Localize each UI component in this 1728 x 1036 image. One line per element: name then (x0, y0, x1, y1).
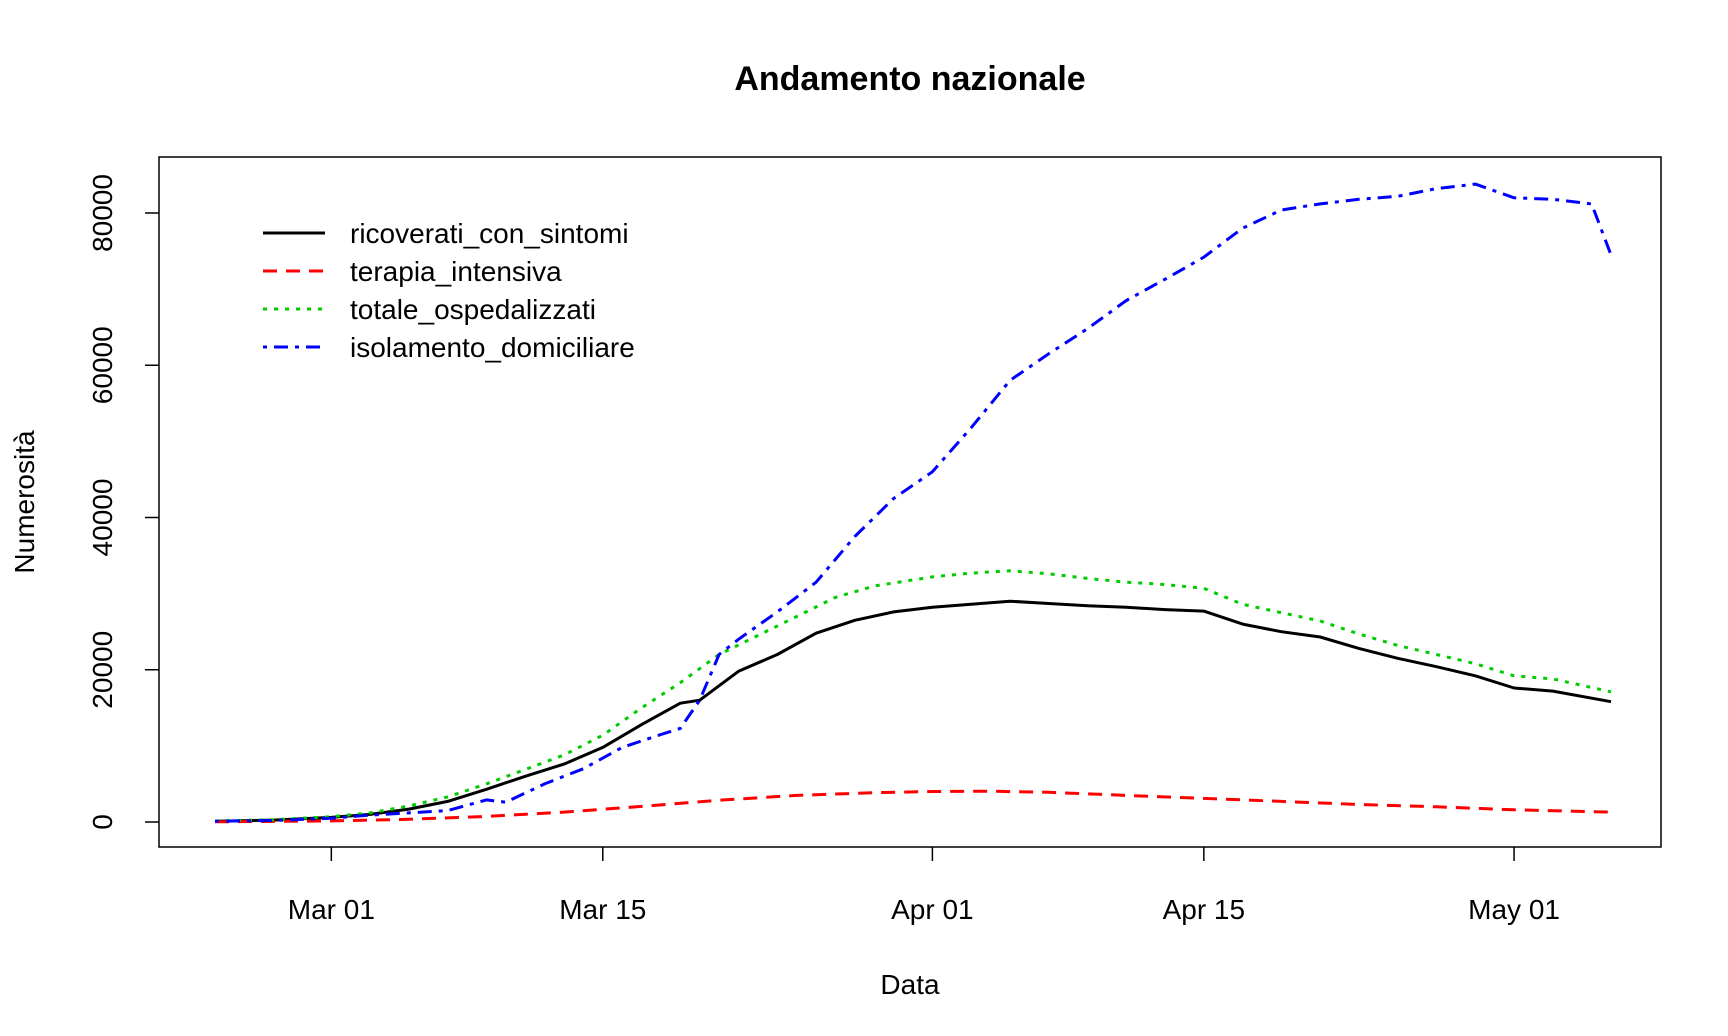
y-axis-label: Numerosità (9, 430, 40, 574)
series-line-totale-ospedalizzati (214, 569, 1612, 823)
legend: ricoverati_con_sintomi terapia_intensivat… (263, 218, 635, 363)
legend-label-totale-ospedalizzati: totale_ospedalizzati (350, 294, 596, 325)
x-axis: Mar 01 Mar 15 Apr 01 Apr 15 May 01 (288, 847, 1560, 925)
series-layer (214, 182, 1613, 824)
x-tick-label: Apr 15 (1163, 894, 1246, 925)
y-tick-label: 0 (87, 814, 118, 830)
x-tick-label: Mar 01 (288, 894, 375, 925)
legend-label-ricoverati-con-sintomi: ricoverati_con_sintomi (350, 218, 629, 249)
x-tick-label: May 01 (1468, 894, 1560, 925)
y-tick-label: 40000 (87, 479, 118, 557)
y-axis: 0 20000 40000 60000 80000 (87, 174, 159, 830)
x-axis-label: Data (880, 969, 940, 1000)
y-tick-label: 60000 (87, 326, 118, 404)
series-line-isolamento-domiciliare (214, 182, 1613, 823)
series-line-ricoverati-con-sintomi (214, 599, 1612, 823)
x-tick-label: Apr 01 (891, 894, 974, 925)
chart-title: Andamento nazionale (734, 60, 1085, 98)
legend-label-terapia-intensiva: terapia_intensiva (350, 256, 562, 287)
series-line-terapia-intensiva (214, 789, 1612, 824)
y-tick-label: 20000 (87, 631, 118, 709)
y-tick-label: 80000 (87, 174, 118, 252)
x-tick-label: Mar 15 (559, 894, 646, 925)
plot-frame (158, 156, 1662, 848)
legend-label-isolamento-domiciliare: isolamento_domiciliare (350, 332, 635, 363)
